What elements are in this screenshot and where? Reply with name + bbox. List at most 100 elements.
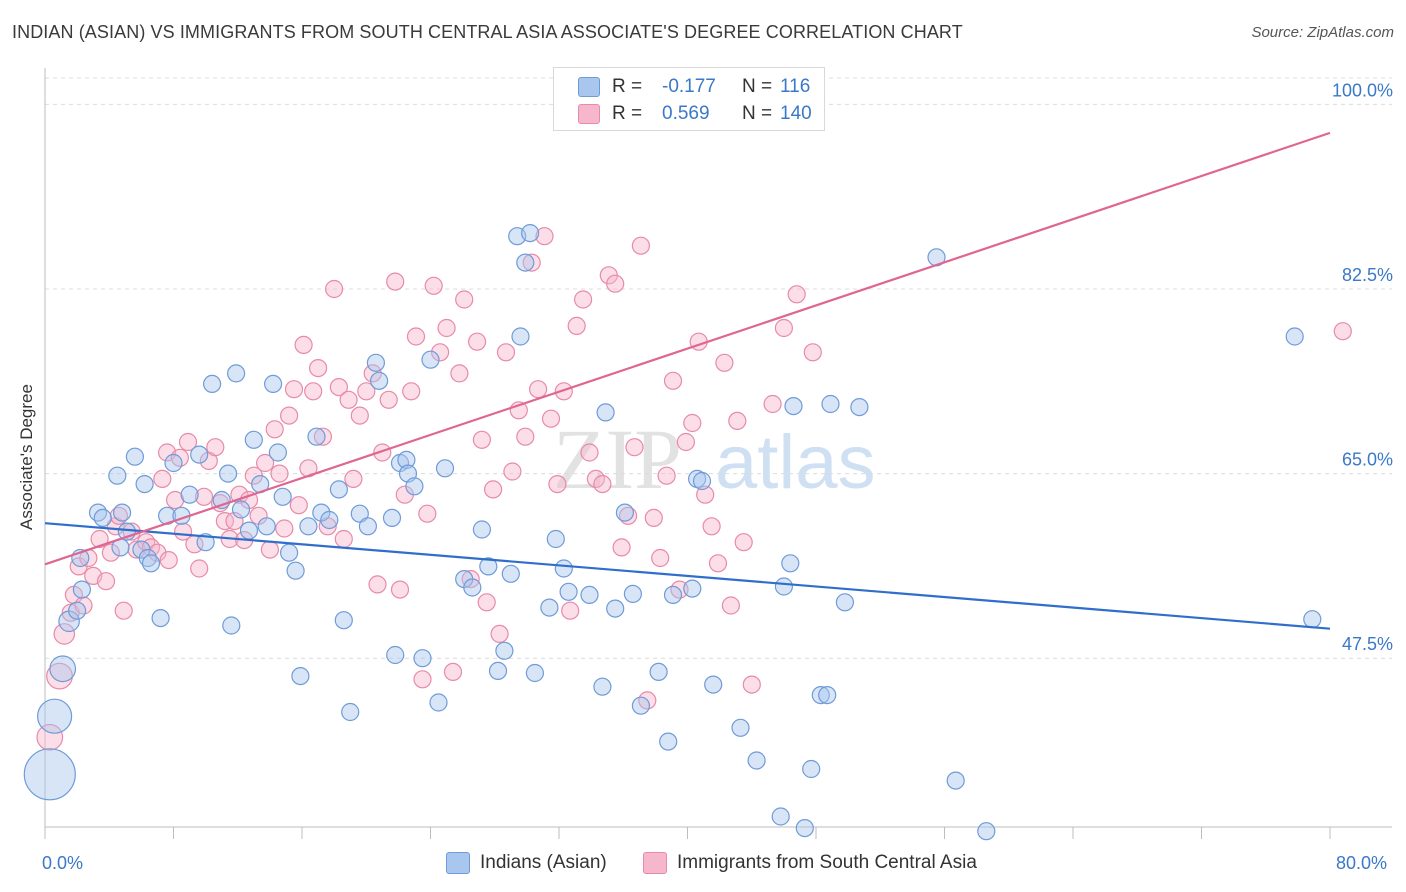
indians-point — [747, 751, 766, 770]
immigrants-point — [325, 279, 344, 299]
indians-point — [257, 517, 276, 536]
indians-point — [821, 394, 840, 414]
immigrants-point — [329, 378, 348, 397]
indians-point — [472, 520, 491, 539]
immigrants-trendline — [44, 131, 1331, 566]
immigrants-point — [256, 453, 275, 473]
indians-point — [546, 529, 565, 549]
indians-point — [88, 503, 108, 522]
indians-point — [659, 732, 678, 751]
immigrants-point — [390, 580, 410, 599]
indians-point — [811, 685, 830, 705]
immigrants-point — [567, 316, 586, 335]
indians-point — [320, 510, 339, 530]
legend-item-indians[interactable]: Indians (Asian) — [446, 852, 607, 874]
blue-swatch-icon — [446, 852, 470, 874]
y-tick-label: 47.5% — [1342, 634, 1393, 654]
indians-point — [683, 579, 702, 598]
immigrants-point — [721, 596, 741, 615]
immigrants-point — [490, 624, 509, 644]
immigrants-point — [46, 662, 73, 690]
immigrants-point — [101, 543, 121, 562]
indians-point — [370, 371, 389, 390]
immigrants-point — [676, 432, 696, 452]
immigrants-point — [535, 227, 554, 246]
immigrants-point — [503, 462, 522, 481]
indians-point — [784, 397, 803, 416]
y-tick-label: 82.5% — [1342, 265, 1393, 285]
immigrants-point — [522, 253, 541, 272]
indians-point — [540, 598, 559, 617]
indians-point — [692, 471, 712, 491]
immigrants-point — [715, 353, 734, 372]
indians-point — [771, 807, 790, 826]
immigrants-point — [418, 504, 437, 523]
immigrants-point — [178, 432, 198, 452]
immigrants-point — [304, 382, 323, 401]
immigrants-point — [734, 533, 753, 552]
indians-point — [479, 557, 498, 576]
immigrants-point — [618, 506, 638, 525]
immigrants-point — [379, 390, 398, 409]
immigrants-point — [280, 406, 299, 425]
immigrants-point — [339, 390, 358, 409]
indians-point — [397, 450, 416, 469]
immigrants-point — [516, 427, 535, 446]
indians-point — [421, 350, 440, 369]
indians-point — [151, 608, 170, 628]
indians-point — [334, 611, 353, 630]
immigrants-point — [284, 380, 304, 399]
legend-item-immigrants[interactable]: Immigrants from South Central Asia — [643, 852, 977, 874]
indians-point — [802, 759, 821, 779]
indians-point — [273, 487, 292, 506]
indians-point — [239, 521, 259, 540]
indians-point — [774, 577, 794, 596]
immigrants-point — [275, 519, 294, 538]
indians-point — [93, 508, 112, 528]
immigrants-point — [593, 475, 612, 494]
x-tick-max: 80.0% — [1336, 853, 1388, 873]
immigrants-point — [580, 443, 599, 462]
indians-point — [623, 584, 643, 604]
indians-point — [1285, 327, 1304, 346]
indians-point — [631, 696, 651, 715]
indians-point — [222, 616, 241, 635]
immigrants-point — [406, 327, 426, 346]
immigrants-point — [803, 343, 822, 362]
r-value: -0.177 — [662, 76, 716, 97]
indians-trendline — [44, 522, 1331, 630]
indians-point — [231, 500, 251, 519]
immigrants-point — [344, 469, 363, 488]
indians-point — [516, 253, 535, 272]
immigrants-point — [548, 475, 567, 494]
indians-point — [413, 649, 432, 668]
indians-point — [23, 748, 76, 801]
immigrants-point — [696, 485, 715, 504]
immigrants-point — [477, 593, 496, 612]
watermark-atlas: atlas — [715, 420, 876, 505]
y-axis-label: Associate's Degree — [17, 384, 36, 530]
indians-point — [329, 480, 348, 499]
immigrants-point — [96, 572, 116, 591]
immigrants-point — [386, 272, 405, 291]
indians-point — [463, 578, 482, 597]
immigrants-point — [153, 469, 172, 488]
immigrants-point — [368, 575, 387, 594]
x-tick-min: 0.0% — [42, 853, 84, 873]
indians-point — [554, 559, 573, 578]
indians-point — [559, 582, 578, 601]
r-label: R = — [612, 76, 643, 97]
immigrants-point — [612, 538, 631, 557]
r-label: R = — [612, 103, 643, 124]
legend-label: Immigrants from South Central Asia — [677, 852, 977, 873]
indians-point — [307, 427, 326, 446]
indians-point — [108, 466, 127, 485]
indians-point — [203, 374, 222, 393]
n-value: 140 — [780, 103, 812, 124]
indians-point — [366, 353, 385, 372]
indians-point — [386, 645, 405, 665]
indians-point — [286, 561, 305, 580]
indians-point — [180, 485, 199, 504]
indians-point — [704, 675, 723, 694]
immigrants-point — [413, 670, 432, 689]
